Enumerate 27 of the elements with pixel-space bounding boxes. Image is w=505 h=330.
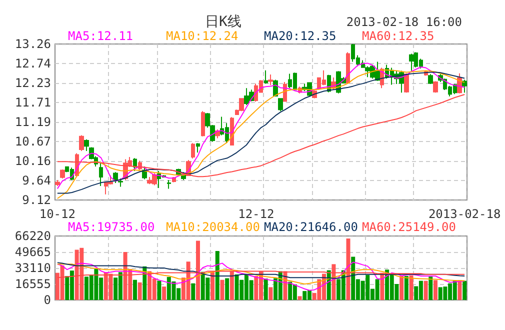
text: MA5:12.11 [68,29,134,43]
y-tick-label: 12.74 [14,56,51,71]
text: MA20:12.35 [264,29,336,43]
y-tick-label: 10.16 [14,154,51,168]
y-tick-label: 16555 [14,277,51,291]
text: MA60:25149.00 [362,220,456,234]
y-tick-label: 11.19 [14,115,51,129]
y-tick-label: 33110 [14,261,51,275]
y-tick-label: 12.23 [14,76,51,90]
chart-title: 日K线 [205,14,242,30]
y-tick-label: 49665 [14,245,51,259]
y-tick-label: 11.71 [14,95,51,110]
text: MA20:21646.00 [264,220,358,234]
x-tick-label: 12-12 [238,207,274,221]
text: MA60:12.35 [362,29,434,43]
text: MA10:12.24 [166,29,238,43]
y-tick-label: 9.64 [22,173,51,188]
x-tick-label: 10-12 [39,207,76,221]
y-tick-label: 10.67 [14,134,51,149]
y-tick-label: 13.26 [14,37,51,51]
chart-subtitle: 2013-02-18 16:00 [346,15,462,29]
text: MA5:19735.00 [68,220,155,234]
text: MA10:20034.00 [166,220,260,234]
y-tick-label: 0 [44,293,51,307]
y-tick-label: 66220 [14,229,51,243]
y-tick-label: 9.12 [22,193,51,207]
x-tick-label: 2013-02-18 [428,207,501,221]
